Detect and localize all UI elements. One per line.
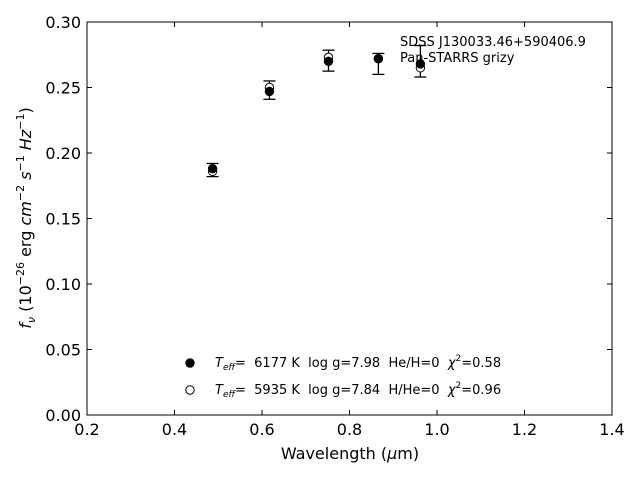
y-tick-label: 0.05 xyxy=(45,341,81,360)
model-point-filled xyxy=(373,53,384,64)
error-bars xyxy=(206,44,427,178)
legend-label-open: Teff= 5935 K log g=7.84 H/He=0 χ2=0.96 xyxy=(215,381,501,400)
x-axis-label: Wavelength (μm) xyxy=(281,444,419,463)
axis-ticks: 0.2 0.4 0.6 0.8 1.0 1.2 1.4 0.00 0.05 0.10 0.15 0.2… xyxy=(45,13,624,439)
y-tick-label: 0.30 xyxy=(45,13,81,32)
y-tick-label: 0.20 xyxy=(45,144,81,163)
y-tick-label: 0.10 xyxy=(45,275,81,294)
x-tick-label: 1.0 xyxy=(424,420,449,439)
model-point-filled xyxy=(264,86,275,97)
data-points xyxy=(207,52,426,177)
annotation-survey: Pan-STARRS grizy xyxy=(400,51,515,66)
model-point-filled xyxy=(207,164,218,174)
y-tick-label: 0.15 xyxy=(45,210,81,229)
legend-marker-filled xyxy=(185,358,195,368)
model-point-filled xyxy=(323,56,334,66)
y-axis-label: fν (10−26 erg cm−2 s−1 Hz−1) xyxy=(14,107,38,328)
legend: Teff= 6177 K log g=7.98 He/H=0 χ2=0.58 T… xyxy=(185,354,501,400)
model-point-filled xyxy=(415,59,426,69)
legend-label-filled: Teff= 6177 K log g=7.98 He/H=0 χ2=0.58 xyxy=(215,354,501,373)
x-tick-label: 1.2 xyxy=(512,420,537,439)
x-tick-label: 1.4 xyxy=(599,420,624,439)
y-tick-label: 0.00 xyxy=(45,406,81,425)
x-tick-label: 0.8 xyxy=(337,420,362,439)
x-tick-label: 0.4 xyxy=(162,420,187,439)
x-tick-label: 0.6 xyxy=(249,420,274,439)
y-tick-label: 0.25 xyxy=(45,79,81,98)
annotation-object-name: SDSS J130033.46+590406.9 xyxy=(400,35,586,50)
legend-marker-open xyxy=(185,385,195,395)
x-tick-label: 0.2 xyxy=(74,420,99,439)
